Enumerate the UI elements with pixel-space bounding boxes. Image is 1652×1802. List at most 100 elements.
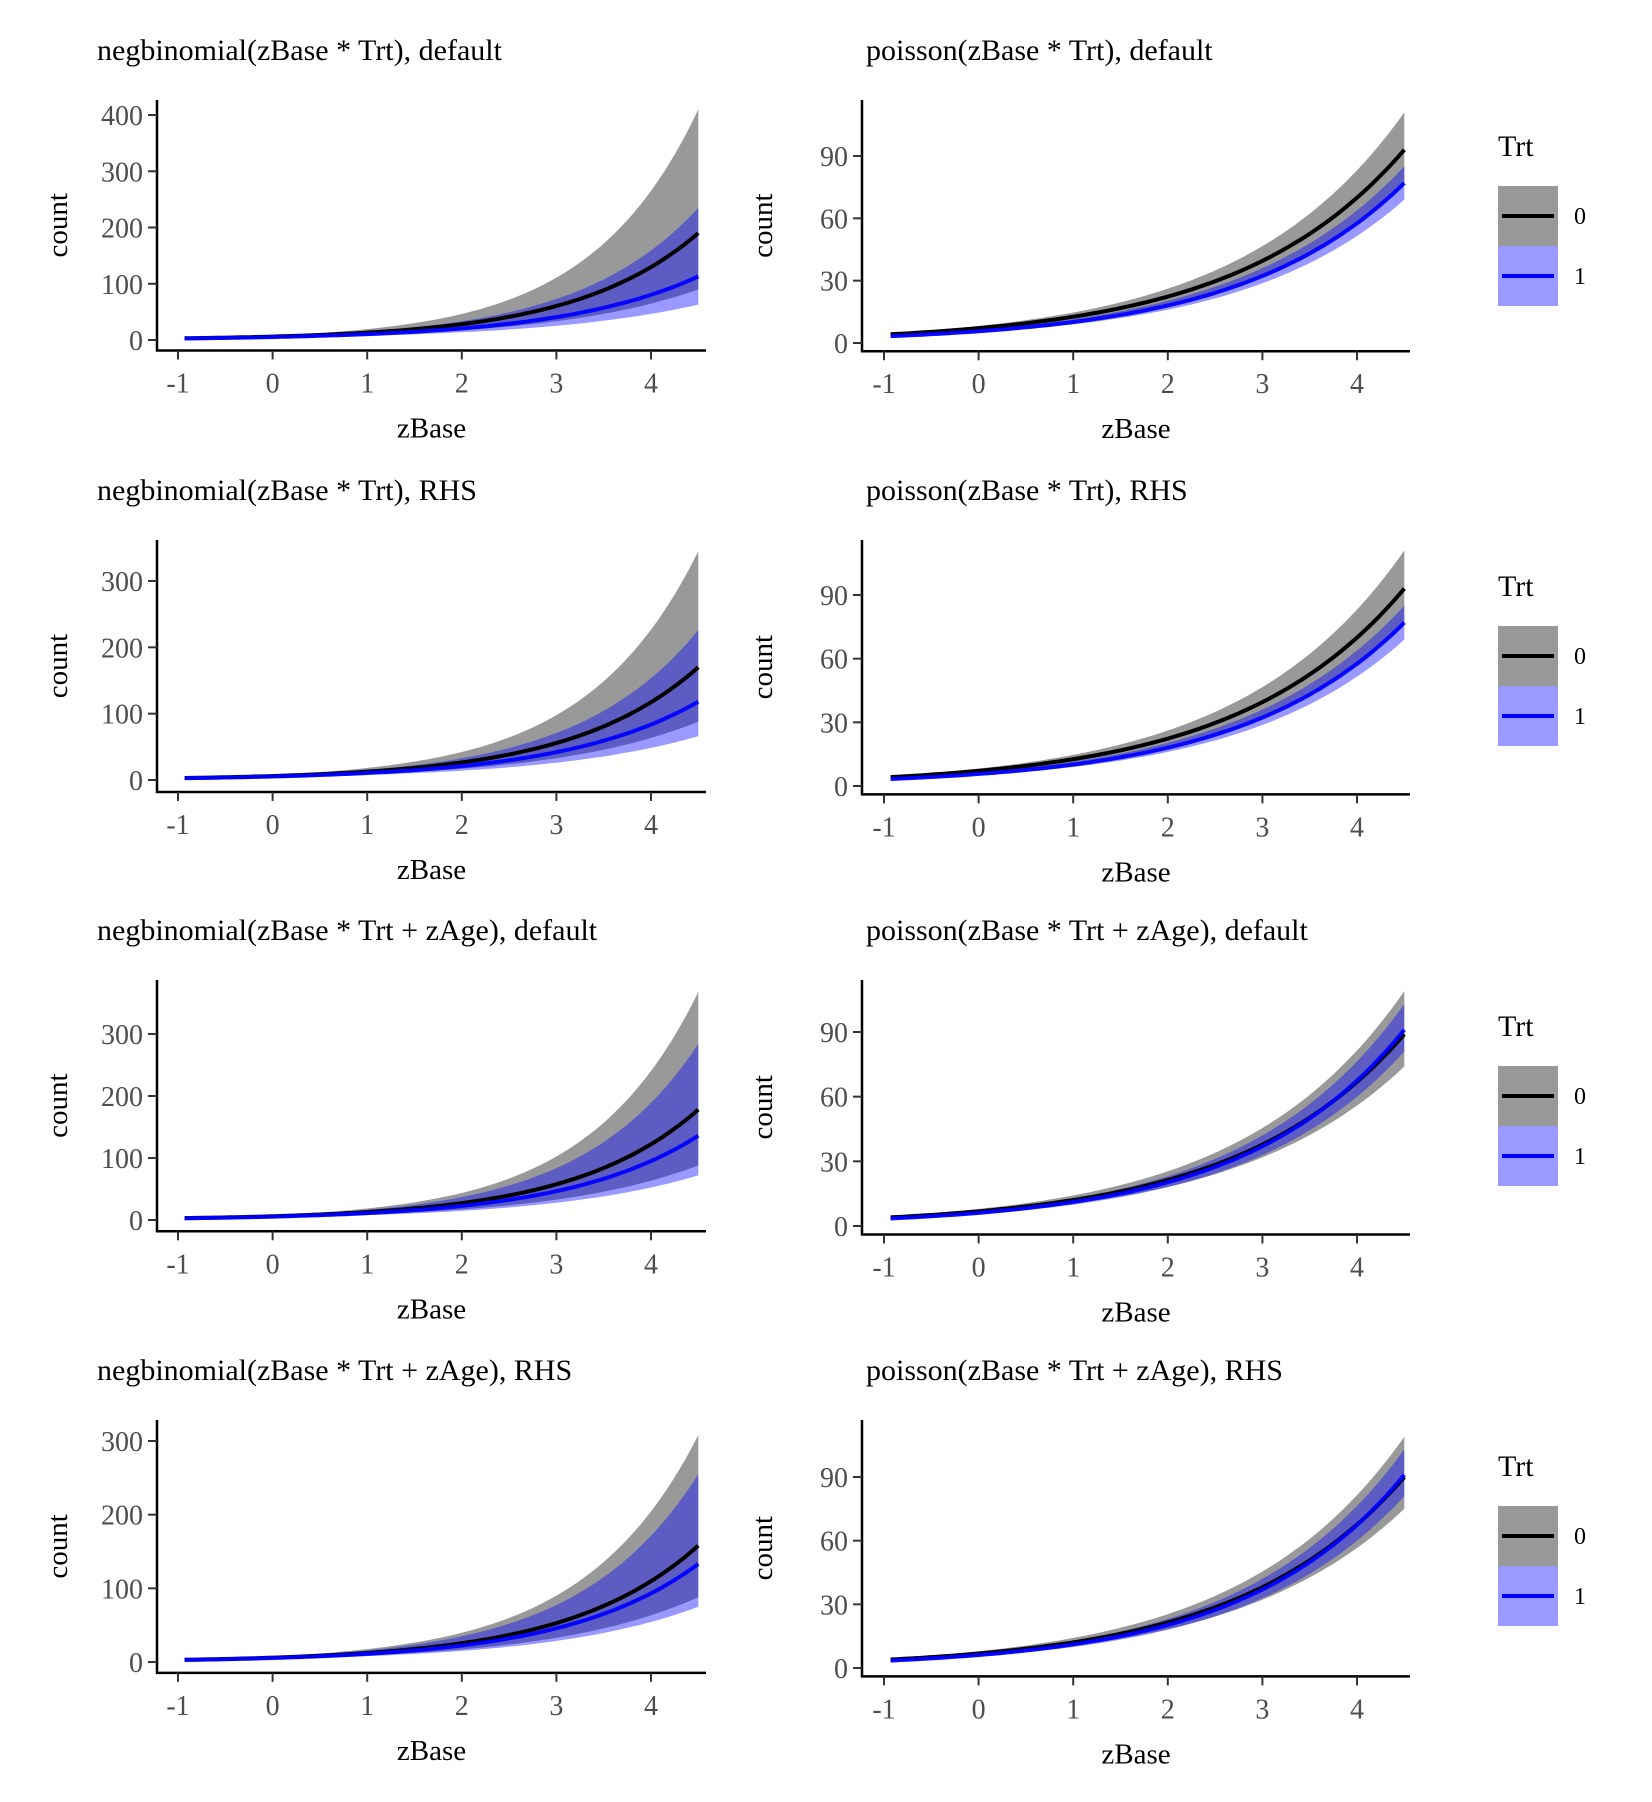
- panel-3: negbinomial(zBase * Trt), RHS 0 100 200 300 -…: [42, 474, 706, 886]
- plot-area: [890, 1436, 1406, 1663]
- x-axis-title: zBase: [1101, 1738, 1170, 1770]
- panel-7: negbinomial(zBase * Trt + zAge), RHS 0 100…: [42, 1354, 706, 1767]
- fit-line-trt-1: [890, 1028, 1406, 1221]
- panel-5: negbinomial(zBase * Trt + zAge), default…: [42, 914, 706, 1325]
- ribbon-trt-1: [890, 1004, 1405, 1220]
- x-tick-label: 2: [1161, 1252, 1175, 1283]
- plot-area: [184, 1435, 700, 1662]
- y-axis-title: count: [747, 635, 779, 699]
- plot-area: [890, 991, 1406, 1221]
- y-tick-label: 90: [820, 142, 848, 173]
- panel-title: negbinomial(zBase * Trt + zAge), RHS: [97, 1354, 572, 1387]
- x-tick-label: 3: [1255, 369, 1269, 400]
- legend-key-trt-1: 1: [1498, 1566, 1586, 1626]
- x-tick-label: 0: [266, 368, 280, 399]
- y-tick-label: 0: [129, 1648, 143, 1679]
- x-axis-title: zBase: [397, 854, 466, 886]
- x-tick-label: 1: [1066, 1252, 1080, 1283]
- y-tick-label: 90: [820, 1018, 848, 1049]
- y-tick-label: 0: [834, 329, 848, 360]
- x-tick-label: 2: [455, 1249, 469, 1280]
- x-axis-title: zBase: [1101, 856, 1170, 888]
- legend-key-trt-0: 0: [1498, 1506, 1586, 1566]
- y-tick-label: 300: [101, 567, 143, 598]
- x-tick-label: 1: [360, 1691, 374, 1722]
- x-tick-label: 1: [1066, 1694, 1080, 1725]
- x-tick-label: -1: [166, 1249, 189, 1280]
- x-tick-label: 0: [266, 1691, 280, 1722]
- x-tick-label: 4: [644, 810, 658, 841]
- x-tick-label: 0: [972, 1694, 986, 1725]
- x-tick-label: 4: [1350, 369, 1364, 400]
- x-tick-label: 4: [1350, 1252, 1364, 1283]
- legend-title: Trt: [1498, 1010, 1534, 1043]
- panel-4: poisson(zBase * Trt), RHS 0 30 60 90 -1 0 1 2 3 4 z…: [747, 474, 1586, 888]
- x-tick-label: 3: [1255, 1694, 1269, 1725]
- panel-title: poisson(zBase * Trt + zAge), default: [866, 914, 1309, 947]
- x-tick-label: 1: [360, 368, 374, 399]
- x-tick-label: -1: [166, 1691, 189, 1722]
- y-tick-label: 0: [834, 1654, 848, 1685]
- y-tick-label: 400: [101, 101, 143, 132]
- legend-label: 0: [1574, 644, 1586, 670]
- y-tick-label: 90: [820, 1463, 848, 1494]
- x-tick-label: 0: [972, 812, 986, 843]
- panel-title: poisson(zBase * Trt + zAge), RHS: [866, 1354, 1283, 1387]
- legend-key-trt-0: 0: [1498, 1066, 1586, 1126]
- y-tick-label: 60: [820, 204, 848, 235]
- legend-label: 1: [1574, 264, 1586, 290]
- legend: Trt 0 1: [1498, 1450, 1586, 1626]
- ribbon-trt-1: [184, 207, 699, 339]
- y-axis-title: count: [42, 634, 74, 698]
- ribbon-trt-1: [184, 630, 699, 779]
- x-tick-label: 4: [1350, 812, 1364, 843]
- x-tick-label: 1: [1066, 369, 1080, 400]
- y-axis-title: count: [747, 193, 779, 257]
- y-tick-label: 200: [101, 633, 143, 664]
- panel-title: negbinomial(zBase * Trt), RHS: [97, 474, 477, 507]
- y-axis-title: count: [42, 1073, 74, 1137]
- x-tick-label: 4: [1350, 1694, 1364, 1725]
- y-tick-label: 0: [834, 772, 848, 803]
- fit-line-trt-1: [890, 181, 1406, 339]
- y-tick-label: 30: [820, 1147, 848, 1178]
- x-tick-label: 3: [549, 368, 563, 399]
- x-tick-label: 3: [549, 1249, 563, 1280]
- legend: Trt 0 1: [1498, 130, 1586, 306]
- x-axis-title: zBase: [397, 1735, 466, 1767]
- fit-line-trt-1: [184, 1134, 700, 1221]
- x-axis-title: zBase: [397, 412, 466, 444]
- x-tick-label: 2: [1161, 812, 1175, 843]
- fit-line-trt-0: [890, 148, 1406, 337]
- y-axis-title: count: [747, 1075, 779, 1139]
- legend-label: 1: [1574, 1144, 1586, 1170]
- x-tick-label: 0: [266, 810, 280, 841]
- panel-8: poisson(zBase * Trt + zAge), RHS0306090-…: [747, 1354, 1586, 1770]
- x-tick-label: -1: [872, 1694, 895, 1725]
- y-tick-label: 0: [129, 326, 143, 357]
- ribbon-trt-0: [184, 109, 699, 339]
- x-tick-label: 2: [1161, 1694, 1175, 1725]
- y-tick-label: 0: [129, 1206, 143, 1237]
- y-tick-label: 30: [820, 267, 848, 298]
- legend-label: 1: [1574, 1584, 1586, 1610]
- fit-line-trt-0: [890, 587, 1406, 780]
- panel-title: negbinomial(zBase * Trt + zAge), default: [97, 914, 598, 947]
- x-tick-label: -1: [166, 810, 189, 841]
- y-tick-label: 30: [820, 708, 848, 739]
- x-tick-label: 3: [549, 1691, 563, 1722]
- y-tick-label: 30: [820, 1590, 848, 1621]
- plot-area: [184, 991, 700, 1221]
- y-tick-label: 300: [101, 1427, 143, 1458]
- x-tick-label: -1: [166, 368, 189, 399]
- y-tick-label: 300: [101, 157, 143, 188]
- y-tick-label: 100: [101, 270, 143, 301]
- legend-label: 1: [1574, 704, 1586, 730]
- y-tick-label: 60: [820, 645, 848, 676]
- x-tick-label: 1: [360, 1249, 374, 1280]
- x-axis-title: zBase: [1101, 1296, 1170, 1328]
- x-tick-label: 2: [455, 1691, 469, 1722]
- legend-key-trt-0: 0: [1498, 186, 1586, 246]
